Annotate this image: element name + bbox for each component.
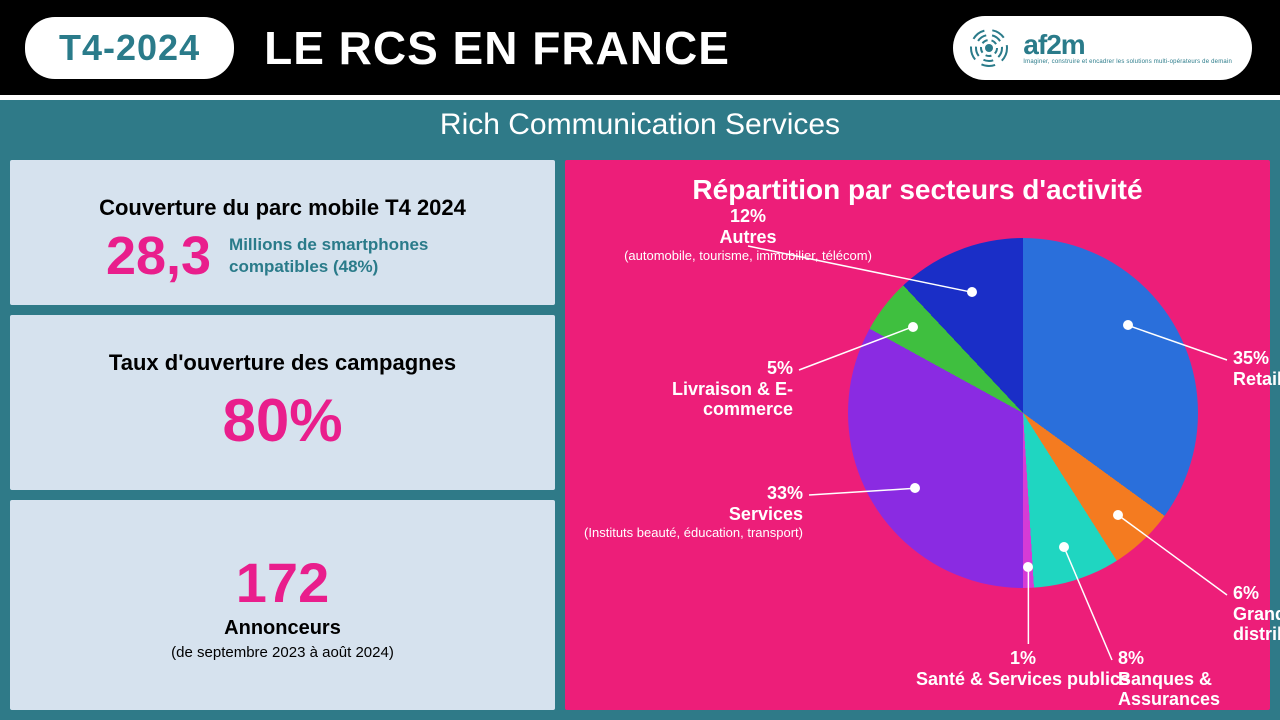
pie-label: 35%Retail xyxy=(1233,348,1280,389)
kpi-advertisers-value: 172 xyxy=(236,550,329,615)
kpi-coverage-sub: Millions de smartphones compatibles (48%… xyxy=(229,234,459,277)
pie-label: 6%Grande distribution xyxy=(1233,583,1280,645)
kpi-coverage-value: 28,3 xyxy=(106,229,211,283)
chart-title: Répartition par secteurs d'activité xyxy=(583,174,1252,206)
kpi-open-rate-title: Taux d'ouverture des campagnes xyxy=(109,350,456,376)
subtitle-text: Rich Communication Services xyxy=(440,108,840,142)
pie-label: 33%Services(Instituts beauté, éducation,… xyxy=(583,483,803,541)
kpi-open-rate: Taux d'ouverture des campagnes 80% xyxy=(10,315,555,490)
period-pill: T4-2024 xyxy=(25,17,234,79)
pie-chart: 35%Retail6%Grande distribution8%Banques … xyxy=(583,206,1252,684)
sector-breakdown-panel: Répartition par secteurs d'activité 35%R… xyxy=(565,160,1270,710)
brand-logo: af2m Imaginer, construire et encadrer le… xyxy=(953,16,1252,80)
page-title: LE RCS EN FRANCE xyxy=(264,21,923,75)
kpi-coverage-title: Couverture du parc mobile T4 2024 xyxy=(99,195,466,221)
kpi-coverage: Couverture du parc mobile T4 2024 28,3 M… xyxy=(10,160,555,305)
pie-dot xyxy=(967,287,977,297)
pie-label: 1%Santé & Services publics xyxy=(893,648,1153,689)
brand-logo-tagline: Imaginer, construire et encadrer les sol… xyxy=(1023,59,1232,65)
kpi-advertisers-note: (de septembre 2023 à août 2024) xyxy=(171,644,394,661)
period-text: T4-2024 xyxy=(59,27,200,68)
pie-label: 5%Livraison & E-commerce xyxy=(583,358,793,420)
brand-logo-icon xyxy=(965,24,1013,72)
pie-dot xyxy=(1123,320,1133,330)
pie-label: 12%Autres(automobile, tourisme, immobili… xyxy=(618,206,878,264)
pie-disc xyxy=(848,238,1198,588)
subtitle-bar: Rich Communication Services xyxy=(0,95,1280,150)
pie-dot xyxy=(908,322,918,332)
pie-dot xyxy=(1059,542,1069,552)
kpi-open-rate-value: 80% xyxy=(222,386,342,455)
header-bar: T4-2024 LE RCS EN FRANCE af2m Imaginer, … xyxy=(0,0,1280,95)
brand-logo-name: af2m xyxy=(1023,31,1232,59)
kpi-advertisers: 172 Annonceurs (de septembre 2023 à août… xyxy=(10,500,555,710)
kpi-advertisers-label: Annonceurs xyxy=(224,617,341,640)
